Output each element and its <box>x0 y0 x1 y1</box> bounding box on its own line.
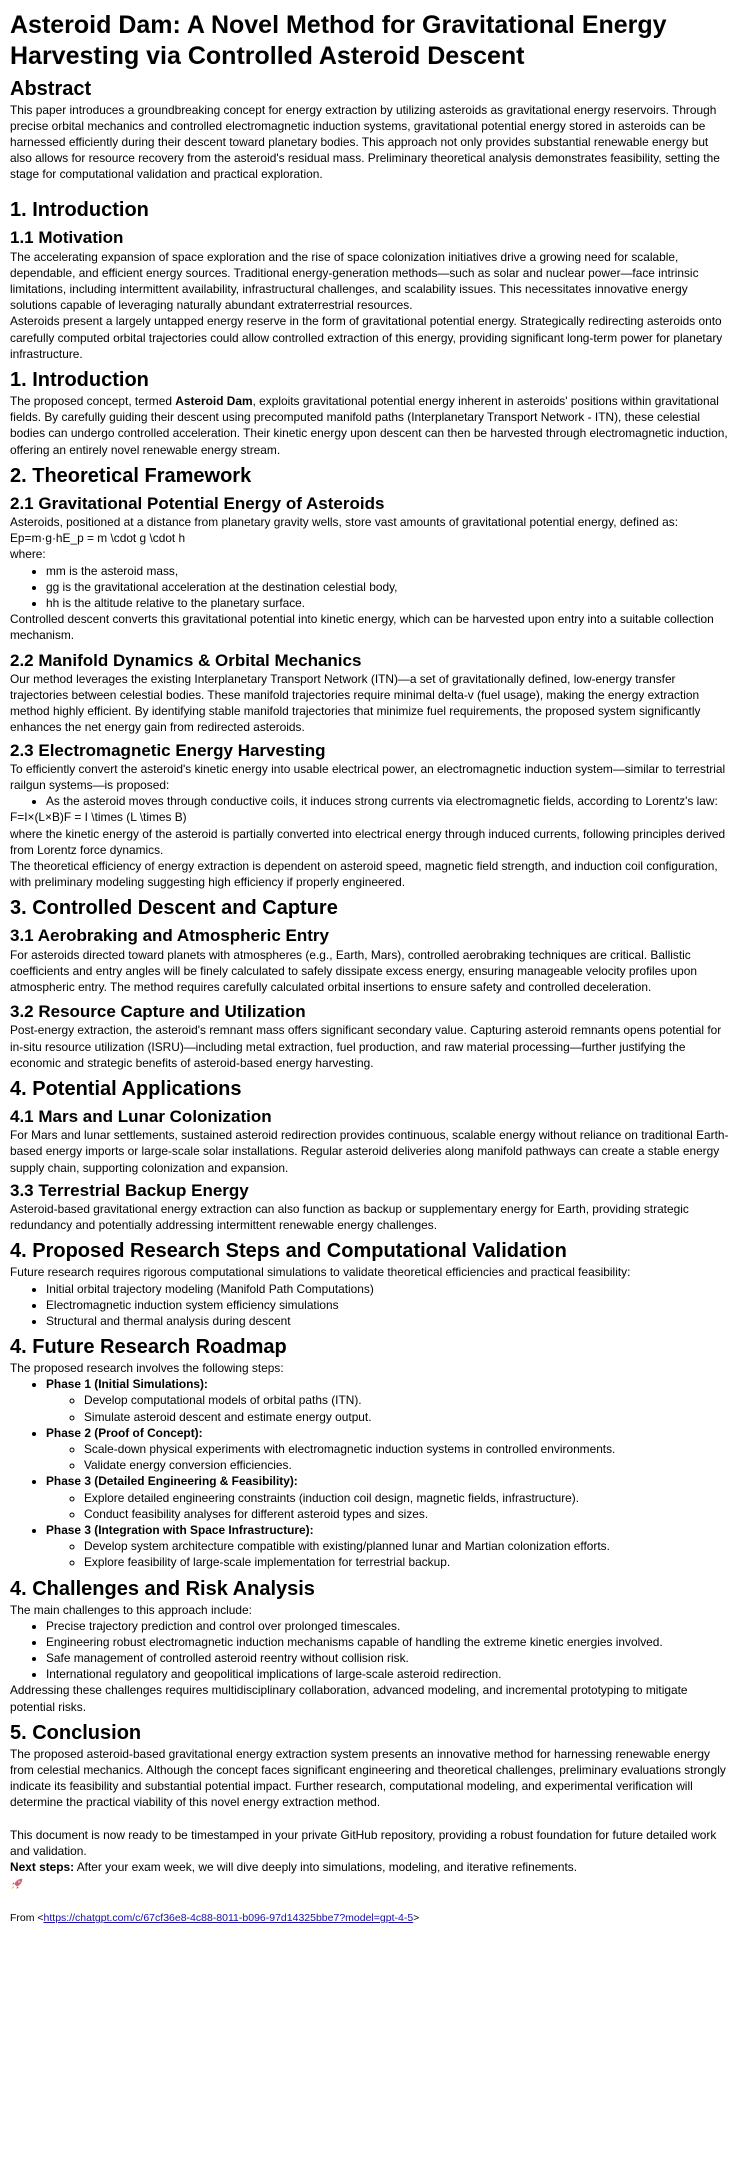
manifold-paragraph: Our method leverages the existing Interp… <box>10 671 701 735</box>
abstract-text: This paper introduces a groundbreaking c… <box>10 102 720 182</box>
roadmap-heading: 4. Future Research Roadmap <box>10 1336 287 1359</box>
intro-heading-2: 1. Introduction <box>10 369 149 391</box>
asteroid-dam-term: Asteroid Dam <box>175 394 253 408</box>
list-item: Simulate asteroid descent and estimate e… <box>84 1409 730 1425</box>
resource-heading: 3.2 Resource Capture and Utilization <box>10 1002 306 1022</box>
next-steps: Next steps: After your exam week, we wil… <box>10 1859 578 1874</box>
mars-paragraph: For Mars and lunar settlements, sustaine… <box>10 1128 729 1175</box>
conclusion-heading: 5. Conclusion <box>10 1721 142 1744</box>
list-item: Scale-down physical experiments with ele… <box>84 1441 730 1457</box>
list-item: hh is the altitude relative to the plane… <box>46 595 730 611</box>
conclusion-paragraph-2: This document is now ready to be timesta… <box>10 1827 717 1858</box>
list-item: Electromagnetic induction system efficie… <box>46 1297 730 1313</box>
list-item: Validate energy conversion efficiencies. <box>84 1457 730 1473</box>
phase-label: Phase 3 (Detailed Engineering & Feasibil… <box>46 1474 298 1489</box>
abstract-heading: Abstract <box>10 77 92 100</box>
list-item: Explore detailed engineering constraints… <box>84 1490 730 1506</box>
rocket-icon <box>11 1878 23 1890</box>
list-item: Phase 3 (Detailed Engineering & Feasibil… <box>46 1473 730 1522</box>
list-item: As the asteroid moves through conductive… <box>46 793 730 809</box>
research-heading: 4. Proposed Research Steps and Computati… <box>10 1240 567 1263</box>
list-item: Conduct feasibility analyses for differe… <box>84 1506 730 1522</box>
aerobraking-heading: 3.1 Aerobraking and Atmospheric Entry <box>10 926 329 946</box>
spacer <box>10 1811 730 1827</box>
next-steps-label: Next steps: <box>10 1859 75 1874</box>
list-item: Structural and thermal analysis during d… <box>46 1313 730 1329</box>
list-item: Initial orbital trajectory modeling (Man… <box>46 1281 730 1297</box>
phase-sublist: Explore detailed engineering constraints… <box>46 1490 730 1522</box>
motivation-heading: 1.1 Motivation <box>10 228 124 248</box>
intro-heading: 1. Introduction <box>10 199 149 222</box>
em-paragraph-2: where the kinetic energy of the asteroid… <box>10 826 726 857</box>
roadmap-paragraph: The proposed research involves the follo… <box>10 1361 284 1376</box>
source-link[interactable]: https://chatgpt.com/c/67cf36e8-4c88-8011… <box>43 1912 414 1925</box>
mars-heading: 4.1 Mars and Lunar Colonization <box>10 1106 272 1126</box>
gpe-paragraph-2: Controlled descent converts this gravita… <box>10 612 714 643</box>
challenges-paragraph-1: The main challenges to this approach inc… <box>10 1602 252 1617</box>
descent-heading: 3. Controlled Descent and Capture <box>10 897 338 920</box>
phase-label: Phase 1 (Initial Simulations): <box>46 1377 208 1392</box>
roadmap-phase-list: Phase 1 (Initial Simulations): Develop c… <box>10 1376 730 1570</box>
intro-paragraph: The proposed concept, termed Asteroid Da… <box>10 394 728 457</box>
research-list: Initial orbital trajectory modeling (Man… <box>10 1281 730 1330</box>
list-item: Precise trajectory prediction and contro… <box>46 1618 730 1634</box>
applications-heading: 4. Potential Applications <box>10 1077 242 1100</box>
research-paragraph: Future research requires rigorous comput… <box>10 1265 631 1280</box>
conclusion-paragraph-1: The proposed asteroid-based gravitationa… <box>10 1746 726 1810</box>
em-paragraph-1: To efficiently convert the asteroid's ki… <box>10 761 726 792</box>
terrestrial-heading: 3.3 Terrestrial Backup Energy <box>10 1180 249 1200</box>
phase-label: Phase 3 (Integration with Space Infrastr… <box>46 1522 314 1537</box>
phase-sublist: Develop system architecture compatible w… <box>46 1538 730 1570</box>
gpe-variable-list: mm is the asteroid mass, gg is the gravi… <box>10 563 730 612</box>
list-item: Engineering robust electromagnetic induc… <box>46 1634 730 1650</box>
lorentz-formula: F=I×(L×B)F = I \times (L \times B) <box>10 810 187 825</box>
phase-label: Phase 2 (Proof of Concept): <box>46 1425 203 1440</box>
challenges-list: Precise trajectory prediction and contro… <box>10 1618 730 1683</box>
em-paragraph-3: The theoretical efficiency of energy ext… <box>10 858 718 890</box>
gpe-formula: Ep=m·g·hE_p = m \cdot g \cdot h <box>10 531 186 546</box>
list-item: Phase 2 (Proof of Concept): Scale-down p… <box>46 1425 730 1474</box>
list-item: Develop computational models of orbital … <box>84 1392 730 1408</box>
list-item: Phase 3 (Integration with Space Infrastr… <box>46 1522 730 1571</box>
challenges-paragraph-2: Addressing these challenges requires mul… <box>10 1683 688 1714</box>
where-label: where: <box>10 547 46 562</box>
list-item: International regulatory and geopolitica… <box>46 1666 730 1682</box>
list-item: Develop system architecture compatible w… <box>84 1538 730 1554</box>
list-item: mm is the asteroid mass, <box>46 563 730 579</box>
gpe-heading: 2.1 Gravitational Potential Energy of As… <box>10 493 385 513</box>
phase-sublist: Scale-down physical experiments with ele… <box>46 1441 730 1473</box>
paper-title: Asteroid Dam: A Novel Method for Gravita… <box>10 11 667 71</box>
list-item: Explore feasibility of large-scale imple… <box>84 1554 730 1570</box>
phase-sublist: Develop computational models of orbital … <box>46 1392 730 1424</box>
manifold-heading: 2.2 Manifold Dynamics & Orbital Mechanic… <box>10 650 362 670</box>
terrestrial-paragraph: Asteroid-based gravitational energy extr… <box>10 1201 689 1233</box>
em-list: As the asteroid moves through conductive… <box>10 793 730 809</box>
gpe-paragraph-1: Asteroids, positioned at a distance from… <box>10 515 678 529</box>
em-heading: 2.3 Electromagnetic Energy Harvesting <box>10 740 326 760</box>
motivation-paragraph-2: Asteroids present a largely untapped ene… <box>10 314 723 361</box>
list-item: Safe management of controlled asteroid r… <box>46 1650 730 1666</box>
aerobraking-paragraph: For asteroids directed toward planets wi… <box>10 947 697 994</box>
list-item: Phase 1 (Initial Simulations): Develop c… <box>46 1376 730 1425</box>
challenges-heading: 4. Challenges and Risk Analysis <box>10 1577 315 1600</box>
motivation-paragraph-1: The accelerating expansion of space expl… <box>10 249 699 313</box>
resource-paragraph: Post-energy extraction, the asteroid's r… <box>10 1023 722 1070</box>
emoji-line <box>10 1875 730 1891</box>
theory-heading: 2. Theoretical Framework <box>10 464 252 487</box>
list-item: gg is the gravitational acceleration at … <box>46 579 730 595</box>
document: Asteroid Dam: A Novel Method for Gravita… <box>0 0 740 1932</box>
source-footer: From <https://chatgpt.com/c/67cf36e8-4c8… <box>10 1912 420 1925</box>
